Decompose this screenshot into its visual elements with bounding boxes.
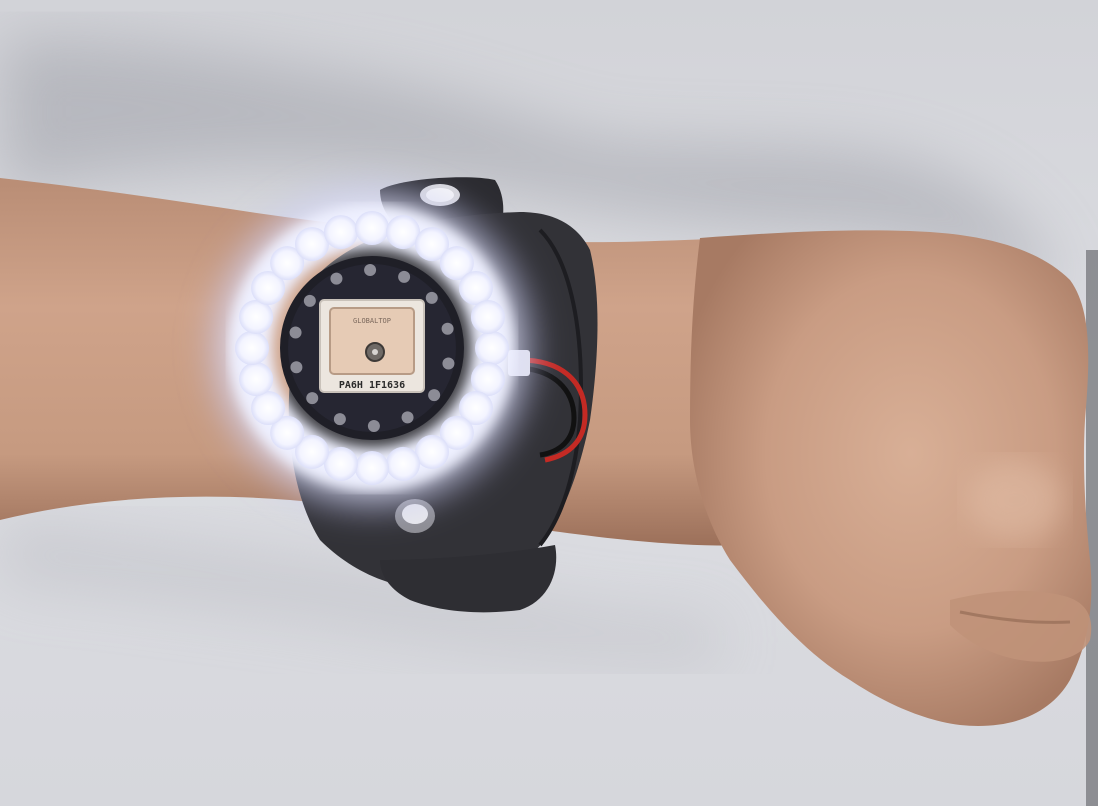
led-pixel — [458, 391, 493, 425]
gps-antenna-patch — [329, 307, 415, 375]
pcb-pad — [425, 291, 438, 304]
wire-red — [519, 357, 588, 463]
pcb-pad — [303, 294, 316, 307]
door-frame-edge — [1086, 250, 1098, 806]
led-pixel — [386, 446, 421, 481]
led-pixel — [439, 246, 474, 281]
watch-strap-bottom — [380, 545, 557, 613]
knuckle-highlight — [967, 460, 1063, 540]
pcb-pad — [333, 413, 346, 426]
pcb-pad — [364, 264, 377, 277]
led-pixel — [386, 215, 421, 250]
pcb-pad — [401, 411, 414, 424]
pcb-pad — [367, 419, 380, 432]
pcb-pads — [289, 264, 455, 432]
led-pixel — [270, 415, 305, 450]
pcb-pad — [442, 357, 455, 370]
led-pixel — [251, 271, 286, 305]
pcb-pad — [330, 272, 343, 285]
led-pixel — [323, 446, 358, 481]
led-pixel — [415, 227, 449, 262]
pcb-pad — [398, 270, 411, 283]
strap-edge — [538, 228, 583, 547]
led-ring-pixels — [235, 211, 509, 485]
pcb-pad — [306, 392, 319, 405]
arm-shadow-lower — [0, 520, 720, 660]
led-pixel — [439, 415, 474, 450]
led-pixel — [475, 331, 509, 365]
pcb-pad — [428, 389, 441, 402]
led-pixel — [239, 362, 274, 397]
led-pixel — [270, 246, 305, 281]
pcb-pad — [441, 322, 454, 335]
led-pixel — [295, 227, 329, 262]
led-pixel — [470, 299, 505, 334]
led-pixel — [323, 215, 358, 250]
pcb-pad — [289, 326, 302, 339]
led-pixel — [470, 362, 505, 397]
led-pixel — [415, 434, 449, 469]
arm-shadow — [0, 38, 1060, 300]
led-pixel — [458, 271, 493, 305]
pcb-pad — [290, 361, 303, 374]
led-pixel — [239, 299, 274, 334]
chip-sublabel: GLOBALTOP — [353, 317, 391, 325]
chip-label: PA6H 1F1636 — [339, 380, 405, 391]
thumb-crease — [959, 610, 1071, 624]
gps-antenna-feed-center — [372, 349, 378, 355]
led-pixel — [355, 451, 389, 485]
led-pixel — [251, 391, 286, 425]
fingers — [950, 590, 1092, 662]
led-pixel — [355, 211, 389, 245]
led-pixel — [235, 331, 269, 365]
led-pixel — [295, 434, 329, 469]
